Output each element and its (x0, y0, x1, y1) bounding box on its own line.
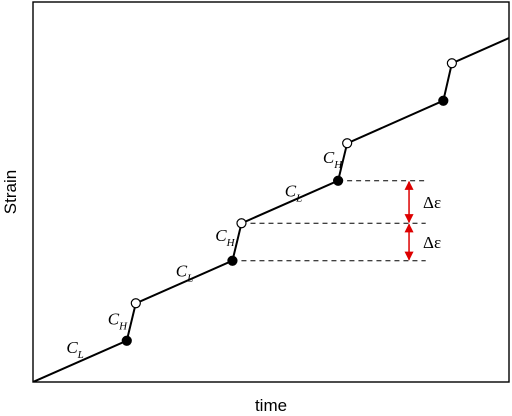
plot-layer: Δε Δε CL CH CL CH CL CH (33, 37, 509, 382)
strain-increment-label: Δε (423, 193, 441, 212)
strain-increment-label: Δε (423, 233, 441, 252)
open-point (236, 218, 247, 229)
label-c-h: CH (323, 148, 343, 171)
plot-frame (32, 1, 510, 383)
strain-series-line (33, 37, 509, 382)
filled-point (227, 255, 238, 266)
filled-point (333, 175, 344, 186)
open-point (130, 298, 141, 309)
filled-point (121, 335, 132, 346)
label-c-h: CH (108, 309, 128, 332)
filled-point (438, 95, 449, 106)
label-c-l: CL (66, 338, 83, 361)
open-point (342, 138, 353, 149)
label-c-l: CL (176, 261, 193, 284)
x-axis-label: time (255, 396, 287, 415)
label-c-h: CH (215, 226, 235, 249)
label-c-l: CL (285, 181, 302, 204)
y-axis-label: Strain (1, 170, 20, 214)
open-point (446, 58, 457, 69)
